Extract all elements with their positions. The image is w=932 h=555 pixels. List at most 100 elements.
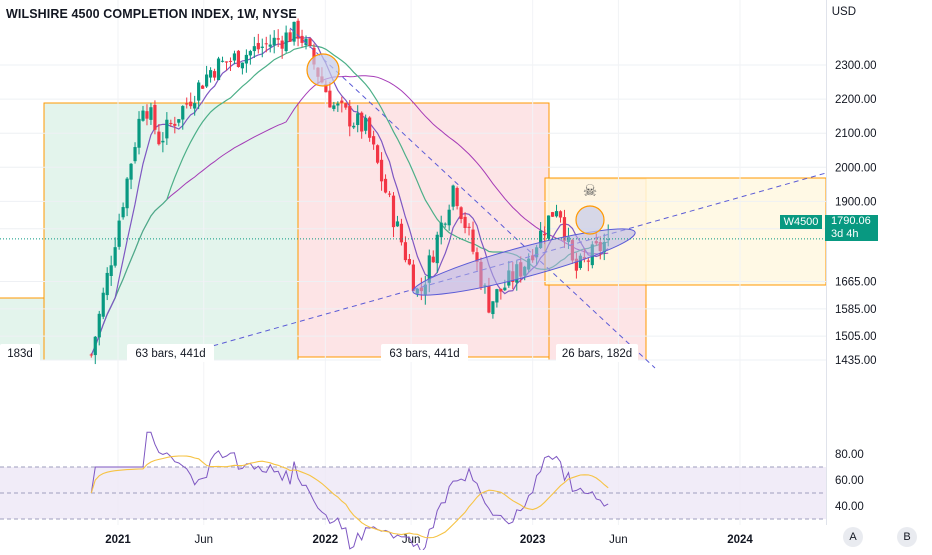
currency-label: USD	[831, 6, 856, 18]
candle-body	[224, 61, 229, 63]
candle-body	[93, 336, 97, 356]
candle-down	[169, 119, 173, 127]
candle-body	[455, 187, 459, 207]
last-price-tag: 1790.06	[825, 215, 878, 228]
price-tick-label: 2200.00	[835, 94, 877, 106]
candle-up	[181, 105, 185, 130]
candle-body	[407, 259, 412, 265]
candle-down	[375, 144, 380, 165]
candle-down	[236, 49, 241, 68]
symbol-tag: W4500	[780, 215, 822, 229]
candle-body	[260, 46, 264, 48]
scale-b-button[interactable]: B	[897, 527, 917, 547]
candle-down	[403, 236, 408, 263]
rsi-ma-line	[90, 455, 609, 539]
candle-down	[308, 37, 312, 48]
candle-up	[113, 237, 117, 268]
countdown-tag: 3d 4h	[825, 228, 878, 241]
candle-up	[216, 56, 221, 81]
candle-body	[471, 229, 475, 252]
candle-down	[550, 211, 555, 218]
price-tick-label: 1435.00	[835, 355, 877, 367]
candle-body	[193, 103, 197, 109]
candle-body	[256, 42, 260, 50]
candle-up	[208, 67, 213, 83]
candle-down	[89, 353, 93, 358]
candle-up	[491, 301, 495, 319]
candle-up	[97, 310, 101, 346]
candle-body	[324, 84, 328, 93]
candle-up	[447, 204, 451, 231]
candle-up	[161, 132, 165, 153]
range-label: 26 bars, 182d	[556, 344, 638, 362]
price-tick-label: 1900.00	[835, 196, 877, 208]
candle-down	[383, 174, 388, 194]
candle-body	[137, 118, 141, 148]
candle-body	[399, 223, 404, 243]
candle-body	[336, 103, 340, 106]
candle-up	[451, 184, 455, 211]
candle-body	[578, 255, 582, 268]
candle-up	[101, 287, 105, 320]
range-label: 63 bars, 441d	[127, 344, 214, 362]
scale-auto-button[interactable]: A	[843, 527, 863, 547]
candle-up	[364, 114, 368, 135]
range-label-text: 63 bars, 441d	[389, 348, 459, 360]
candle-down	[360, 111, 364, 139]
candle-body	[228, 60, 233, 62]
candle-down	[368, 116, 372, 142]
candle-body	[499, 288, 503, 292]
chart-title: WILSHIRE 4500 COMPLETION INDEX, 1W, NYSE	[6, 7, 297, 21]
candle-body	[236, 50, 241, 67]
candle-up	[252, 36, 256, 59]
candle-down	[399, 218, 404, 246]
candle-body	[268, 44, 272, 47]
rsi-tick-label: 60.00	[835, 475, 864, 487]
candle-body	[208, 70, 213, 78]
range-label: 183d	[0, 344, 40, 362]
range-label-text: 63 bars, 441d	[135, 348, 205, 360]
range-label-text: 26 bars, 182d	[562, 348, 632, 360]
time-tick-label: Jun	[609, 534, 628, 546]
range-label-text: 183d	[7, 348, 33, 360]
price-tick-label: 2000.00	[835, 162, 877, 174]
candle-body	[105, 272, 109, 296]
time-tick-label: 2022	[313, 534, 339, 546]
candle-body	[185, 103, 189, 105]
candle-body	[161, 140, 165, 143]
candle-body	[276, 38, 280, 40]
rsi-pane: 80.00 60.00 40.00	[0, 431, 864, 554]
price-tick-label: 2100.00	[835, 128, 877, 140]
candle-body	[220, 60, 225, 62]
candle-up	[137, 111, 141, 155]
candle-body	[546, 215, 551, 239]
candle-body	[157, 131, 161, 145]
candle-down	[391, 192, 396, 238]
candle-up	[121, 202, 125, 220]
candle-body	[328, 90, 332, 108]
candle-body	[189, 101, 193, 107]
candle-up	[435, 231, 439, 273]
candle-down	[201, 84, 205, 89]
candle-body	[459, 207, 463, 220]
candle-body	[487, 285, 491, 313]
candle-body	[280, 40, 284, 49]
candle-down	[296, 18, 300, 47]
candle-body	[113, 247, 117, 266]
candle-down	[173, 116, 177, 134]
skull-icon: ☠	[583, 183, 597, 200]
candle-up	[133, 142, 137, 164]
candle-body	[391, 195, 396, 228]
rsi-tick-label: 40.00	[835, 501, 864, 513]
candle-body	[439, 222, 443, 238]
candle-body	[427, 255, 431, 283]
candle-down	[185, 97, 189, 109]
candle-down	[463, 212, 467, 234]
candle-body	[360, 112, 364, 132]
candle-down	[228, 57, 233, 71]
candle-up	[165, 112, 169, 145]
candle-body	[495, 289, 499, 303]
candle-down	[407, 253, 412, 266]
candle-body	[356, 113, 360, 126]
